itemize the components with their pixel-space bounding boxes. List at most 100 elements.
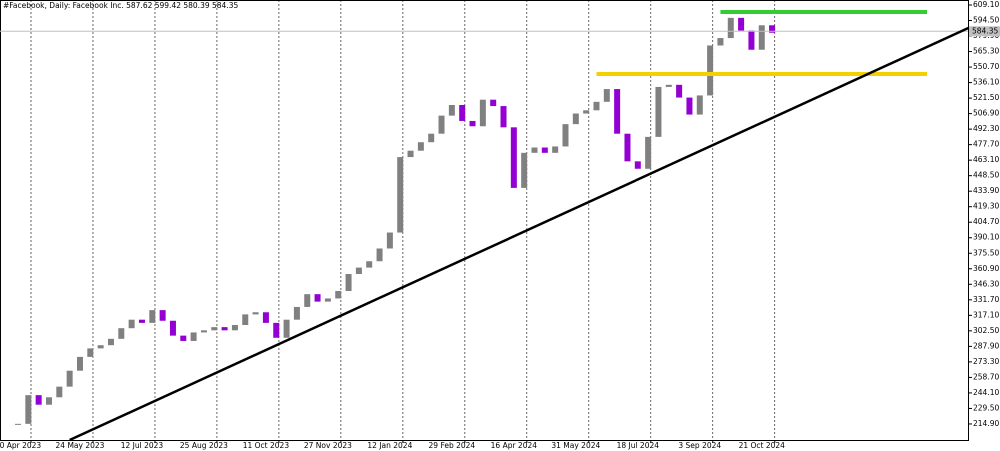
candle — [35, 395, 42, 405]
chart-title: #Facebook, Daily: Facebook Inc. 587.62 5… — [3, 1, 238, 10]
candle — [531, 147, 538, 153]
y-tick-label: 609.10 — [973, 0, 999, 9]
y-tick-label: 463.10 — [973, 155, 999, 164]
candle — [614, 89, 621, 134]
candle — [748, 30, 755, 50]
candle — [769, 25, 776, 33]
candle — [262, 312, 269, 323]
y-tick-label: 550.70 — [973, 62, 999, 71]
candle — [655, 86, 662, 137]
candle — [707, 45, 714, 96]
candle — [541, 147, 548, 153]
y-tick-label: 360.90 — [973, 264, 999, 273]
candle — [521, 152, 528, 188]
candle — [438, 115, 445, 134]
candle — [149, 310, 156, 323]
candle — [324, 298, 331, 302]
candle — [97, 345, 104, 349]
y-tick-label: 404.70 — [973, 217, 999, 226]
x-tick-label: 12 Jan 2024 — [367, 441, 412, 450]
x-tick-label: 10 Apr 2023 — [0, 441, 41, 450]
candle — [376, 248, 383, 262]
candle — [335, 290, 342, 299]
candle — [583, 110, 590, 114]
candle — [510, 127, 517, 188]
candle — [562, 124, 569, 147]
candle — [479, 99, 486, 127]
candle — [624, 133, 631, 162]
x-tick-label: 31 May 2024 — [551, 441, 600, 450]
y-tick-label: 346.30 — [973, 279, 999, 288]
candle — [107, 338, 114, 346]
candle — [593, 101, 600, 111]
y-tick-label: 565.30 — [973, 47, 999, 56]
candle — [221, 327, 228, 331]
candle — [738, 17, 745, 31]
plot-frame — [0, 0, 969, 441]
candle — [211, 327, 218, 331]
candle — [242, 314, 249, 326]
candle — [200, 330, 207, 333]
candle — [304, 294, 311, 307]
candle — [66, 370, 73, 387]
y-tick-label: 594.50 — [973, 16, 999, 25]
y-tick-label: 302.50 — [973, 326, 999, 335]
y-tick-label: 273.30 — [973, 357, 999, 366]
y-tick-label: 521.50 — [973, 93, 999, 102]
trend-line — [69, 26, 969, 442]
x-tick-label: 27 Nov 2023 — [304, 441, 352, 450]
y-tick-label: 419.30 — [973, 202, 999, 211]
last-price-box — [969, 26, 1000, 37]
candle — [397, 157, 404, 233]
candle — [572, 113, 579, 125]
candle — [634, 161, 641, 169]
candle — [459, 105, 466, 121]
candle — [490, 99, 497, 107]
candle — [717, 38, 724, 46]
y-tick-label: 390.10 — [973, 233, 999, 242]
candle — [252, 312, 259, 315]
y-tick-label: 214.90 — [973, 419, 999, 428]
x-tick-label: 3 Sep 2024 — [678, 441, 721, 450]
candle — [231, 325, 238, 331]
y-tick-label: 506.90 — [973, 109, 999, 118]
x-tick-label: 18 Jul 2024 — [617, 441, 660, 450]
y-tick-label: 492.30 — [973, 124, 999, 133]
y-tick-label: 375.50 — [973, 248, 999, 257]
candle — [169, 320, 176, 336]
x-tick-label: 29 Feb 2024 — [429, 441, 476, 450]
y-tick-label: 244.10 — [973, 388, 999, 397]
y-tick-label: 287.90 — [973, 341, 999, 350]
candle — [407, 150, 414, 158]
y-tick-label: 317.10 — [973, 310, 999, 319]
candle — [552, 146, 559, 153]
candle — [118, 328, 125, 339]
candle — [355, 267, 362, 274]
candle — [603, 89, 610, 102]
candle — [665, 84, 672, 87]
candle — [469, 120, 476, 127]
candle — [345, 273, 352, 291]
candle — [428, 133, 435, 143]
x-tick-label: 24 May 2023 — [56, 441, 105, 450]
y-tick-label: 258.70 — [973, 372, 999, 381]
candle — [25, 395, 32, 424]
x-tick-label: 25 Aug 2023 — [180, 441, 228, 450]
candle — [87, 348, 94, 357]
y-tick-label: 433.90 — [973, 186, 999, 195]
x-tick-label: 12 Jul 2023 — [121, 441, 164, 450]
y-tick-label: 477.70 — [973, 140, 999, 149]
candle — [500, 106, 507, 128]
candle — [366, 261, 373, 268]
candle — [128, 319, 135, 329]
last-price-label: 584.35 — [972, 26, 998, 35]
y-tick-label: 448.50 — [973, 171, 999, 180]
candle — [417, 142, 424, 151]
candle — [45, 397, 52, 405]
candle — [293, 306, 300, 320]
x-tick-label: 11 Oct 2023 — [243, 441, 290, 450]
candle — [758, 25, 765, 50]
candle — [727, 17, 734, 39]
candle — [159, 310, 166, 321]
